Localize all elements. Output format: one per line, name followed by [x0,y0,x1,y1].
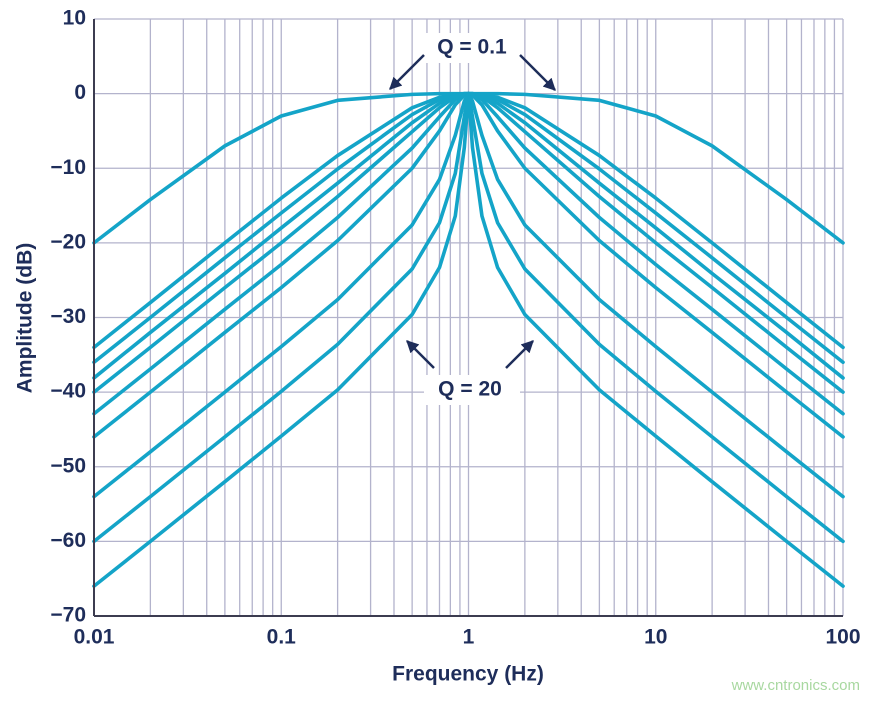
y-tick-label: −60 [50,529,86,552]
y-tick-label: −20 [50,230,86,253]
y-tick-label: −50 [50,454,86,477]
annotation-bg [424,33,520,63]
y-tick-label: −30 [50,305,86,328]
x-tick-label: 0.1 [267,626,297,649]
x-tick-label: 100 [825,626,860,649]
y-tick-label: −70 [50,604,86,627]
x-tick-label: 10 [644,626,667,649]
y-tick-label: −40 [50,380,86,403]
y-axis-label: Amplitude (dB) [14,243,37,393]
annotation: Q = 20 [438,378,502,401]
y-tick-label: −10 [50,156,86,179]
x-tick-label: 1 [463,626,475,649]
annotation-bg [424,375,520,405]
arrow [389,54,425,90]
arrow [519,54,556,91]
arrow [505,340,534,369]
response-curve [92,91,845,588]
x-tick-label: 0.01 [74,626,115,649]
y-tick-label: 10 [63,7,86,30]
arrow [406,340,435,369]
watermark: www.cntronics.com [731,677,860,694]
y-tick-label: 0 [74,81,86,104]
x-axis-label: Frequency (Hz) [392,663,544,686]
annotation: Q = 0.1 [437,36,507,59]
